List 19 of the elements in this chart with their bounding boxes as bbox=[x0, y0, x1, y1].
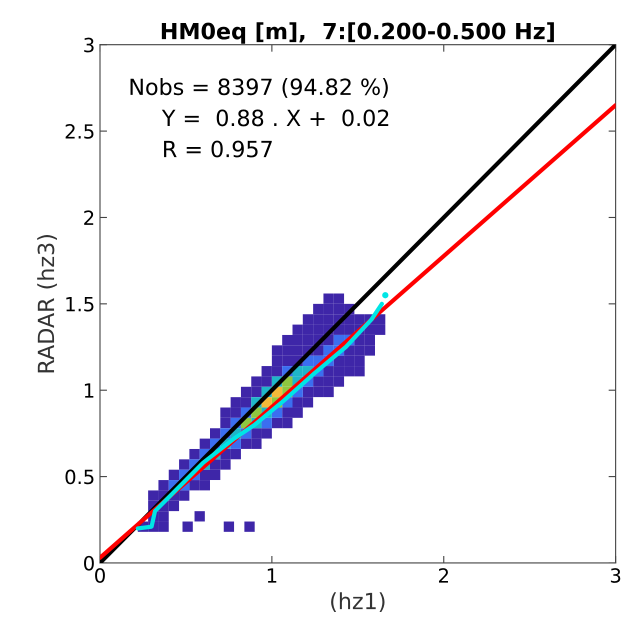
x-axis-title: (hz1) bbox=[331, 592, 385, 612]
annotation: Nobs = 8397 (94.82 %) bbox=[130, 78, 388, 98]
y-tick-label: 0.5 bbox=[66, 470, 94, 484]
y-tick-label: 2 bbox=[84, 210, 94, 225]
x-tick-label: 1 bbox=[268, 568, 276, 583]
point bbox=[382, 292, 388, 298]
y-tick-label: 1.5 bbox=[66, 297, 94, 312]
y-axis-title: RADAR (hz3) bbox=[37, 235, 57, 372]
annotation: Y = 0.88 . X + 0.02 bbox=[162, 110, 388, 126]
x-tick-label: 3 bbox=[610, 568, 620, 583]
y-tick-label: 2.5 bbox=[66, 124, 94, 139]
x-tick-label: 2 bbox=[438, 568, 448, 583]
point bbox=[262, 418, 272, 428]
y-tick-label: 3 bbox=[84, 38, 94, 52]
y-tick-label: 0 bbox=[84, 556, 94, 571]
chart-title: HM0eq [m], 7:[0.200-0.500 Hz] bbox=[162, 22, 554, 44]
y-tick-label: 1 bbox=[84, 383, 94, 398]
annotation: R = 0.957 bbox=[164, 140, 272, 158]
x-tick-label: 0 bbox=[95, 568, 105, 583]
